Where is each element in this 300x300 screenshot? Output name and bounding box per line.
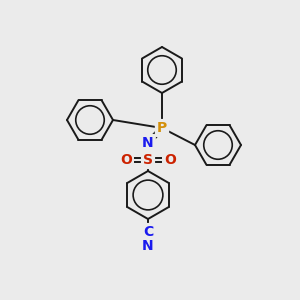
Text: C: C: [143, 225, 153, 239]
Text: N: N: [142, 136, 154, 150]
Text: N: N: [142, 239, 154, 253]
Text: O: O: [120, 153, 132, 167]
Text: S: S: [143, 153, 153, 167]
Text: O: O: [164, 153, 176, 167]
Text: P: P: [157, 121, 167, 135]
